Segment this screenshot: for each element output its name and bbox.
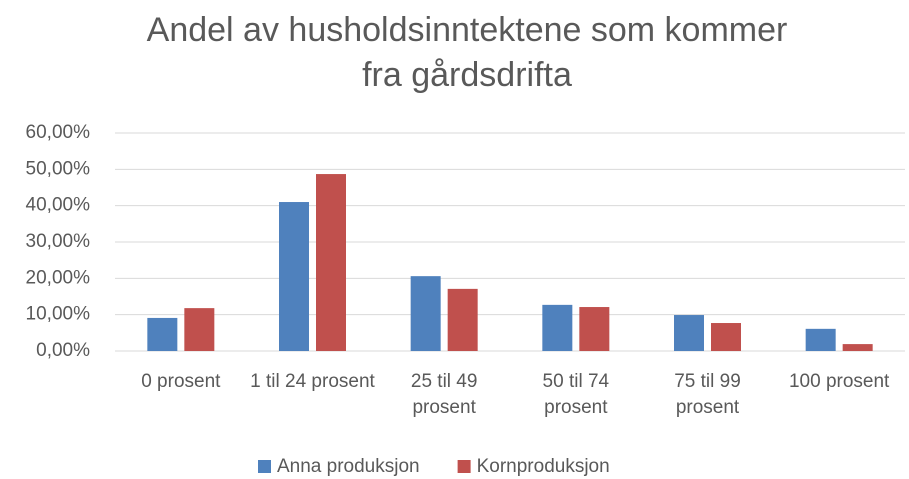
chart-title: Andel av husholdsinntektene som kommer	[147, 11, 788, 49]
legend-swatch	[258, 460, 271, 473]
bar	[184, 308, 215, 351]
x-tick-label: 0 prosent	[141, 371, 221, 392]
y-tick-label: 60,00%	[26, 122, 91, 143]
bar	[410, 276, 441, 351]
y-tick-label: 30,00%	[26, 231, 91, 252]
y-tick-label: 20,00%	[26, 267, 91, 288]
x-tick-label: 1 til 24 prosent	[250, 371, 375, 392]
bar	[842, 344, 873, 351]
bar	[447, 288, 478, 351]
bar	[579, 307, 610, 351]
y-tick-label: 40,00%	[26, 195, 91, 216]
y-tick-label: 10,00%	[26, 304, 91, 325]
bar	[674, 315, 704, 351]
bar	[279, 202, 309, 351]
x-tick-label: 50 til 74 prosent	[542, 371, 610, 418]
y-tick-label: 50,00%	[26, 158, 91, 179]
x-tick-label: 100 prosent	[788, 371, 890, 392]
legend-label: Kornproduksjon	[477, 456, 610, 477]
bar	[316, 174, 346, 351]
bar	[711, 323, 741, 351]
bar	[147, 317, 178, 351]
y-tick-label: 0,00%	[36, 340, 90, 361]
bar	[805, 328, 836, 351]
legend-swatch	[457, 460, 471, 473]
chart-title: fra gårdsdrifta	[362, 56, 572, 94]
legend-label: Anna produksjon	[277, 456, 420, 477]
x-tick-label: 75 til 99 prosent	[674, 371, 741, 418]
x-tick-label: 25 til 49 prosent	[410, 371, 478, 418]
bar	[542, 304, 573, 351]
